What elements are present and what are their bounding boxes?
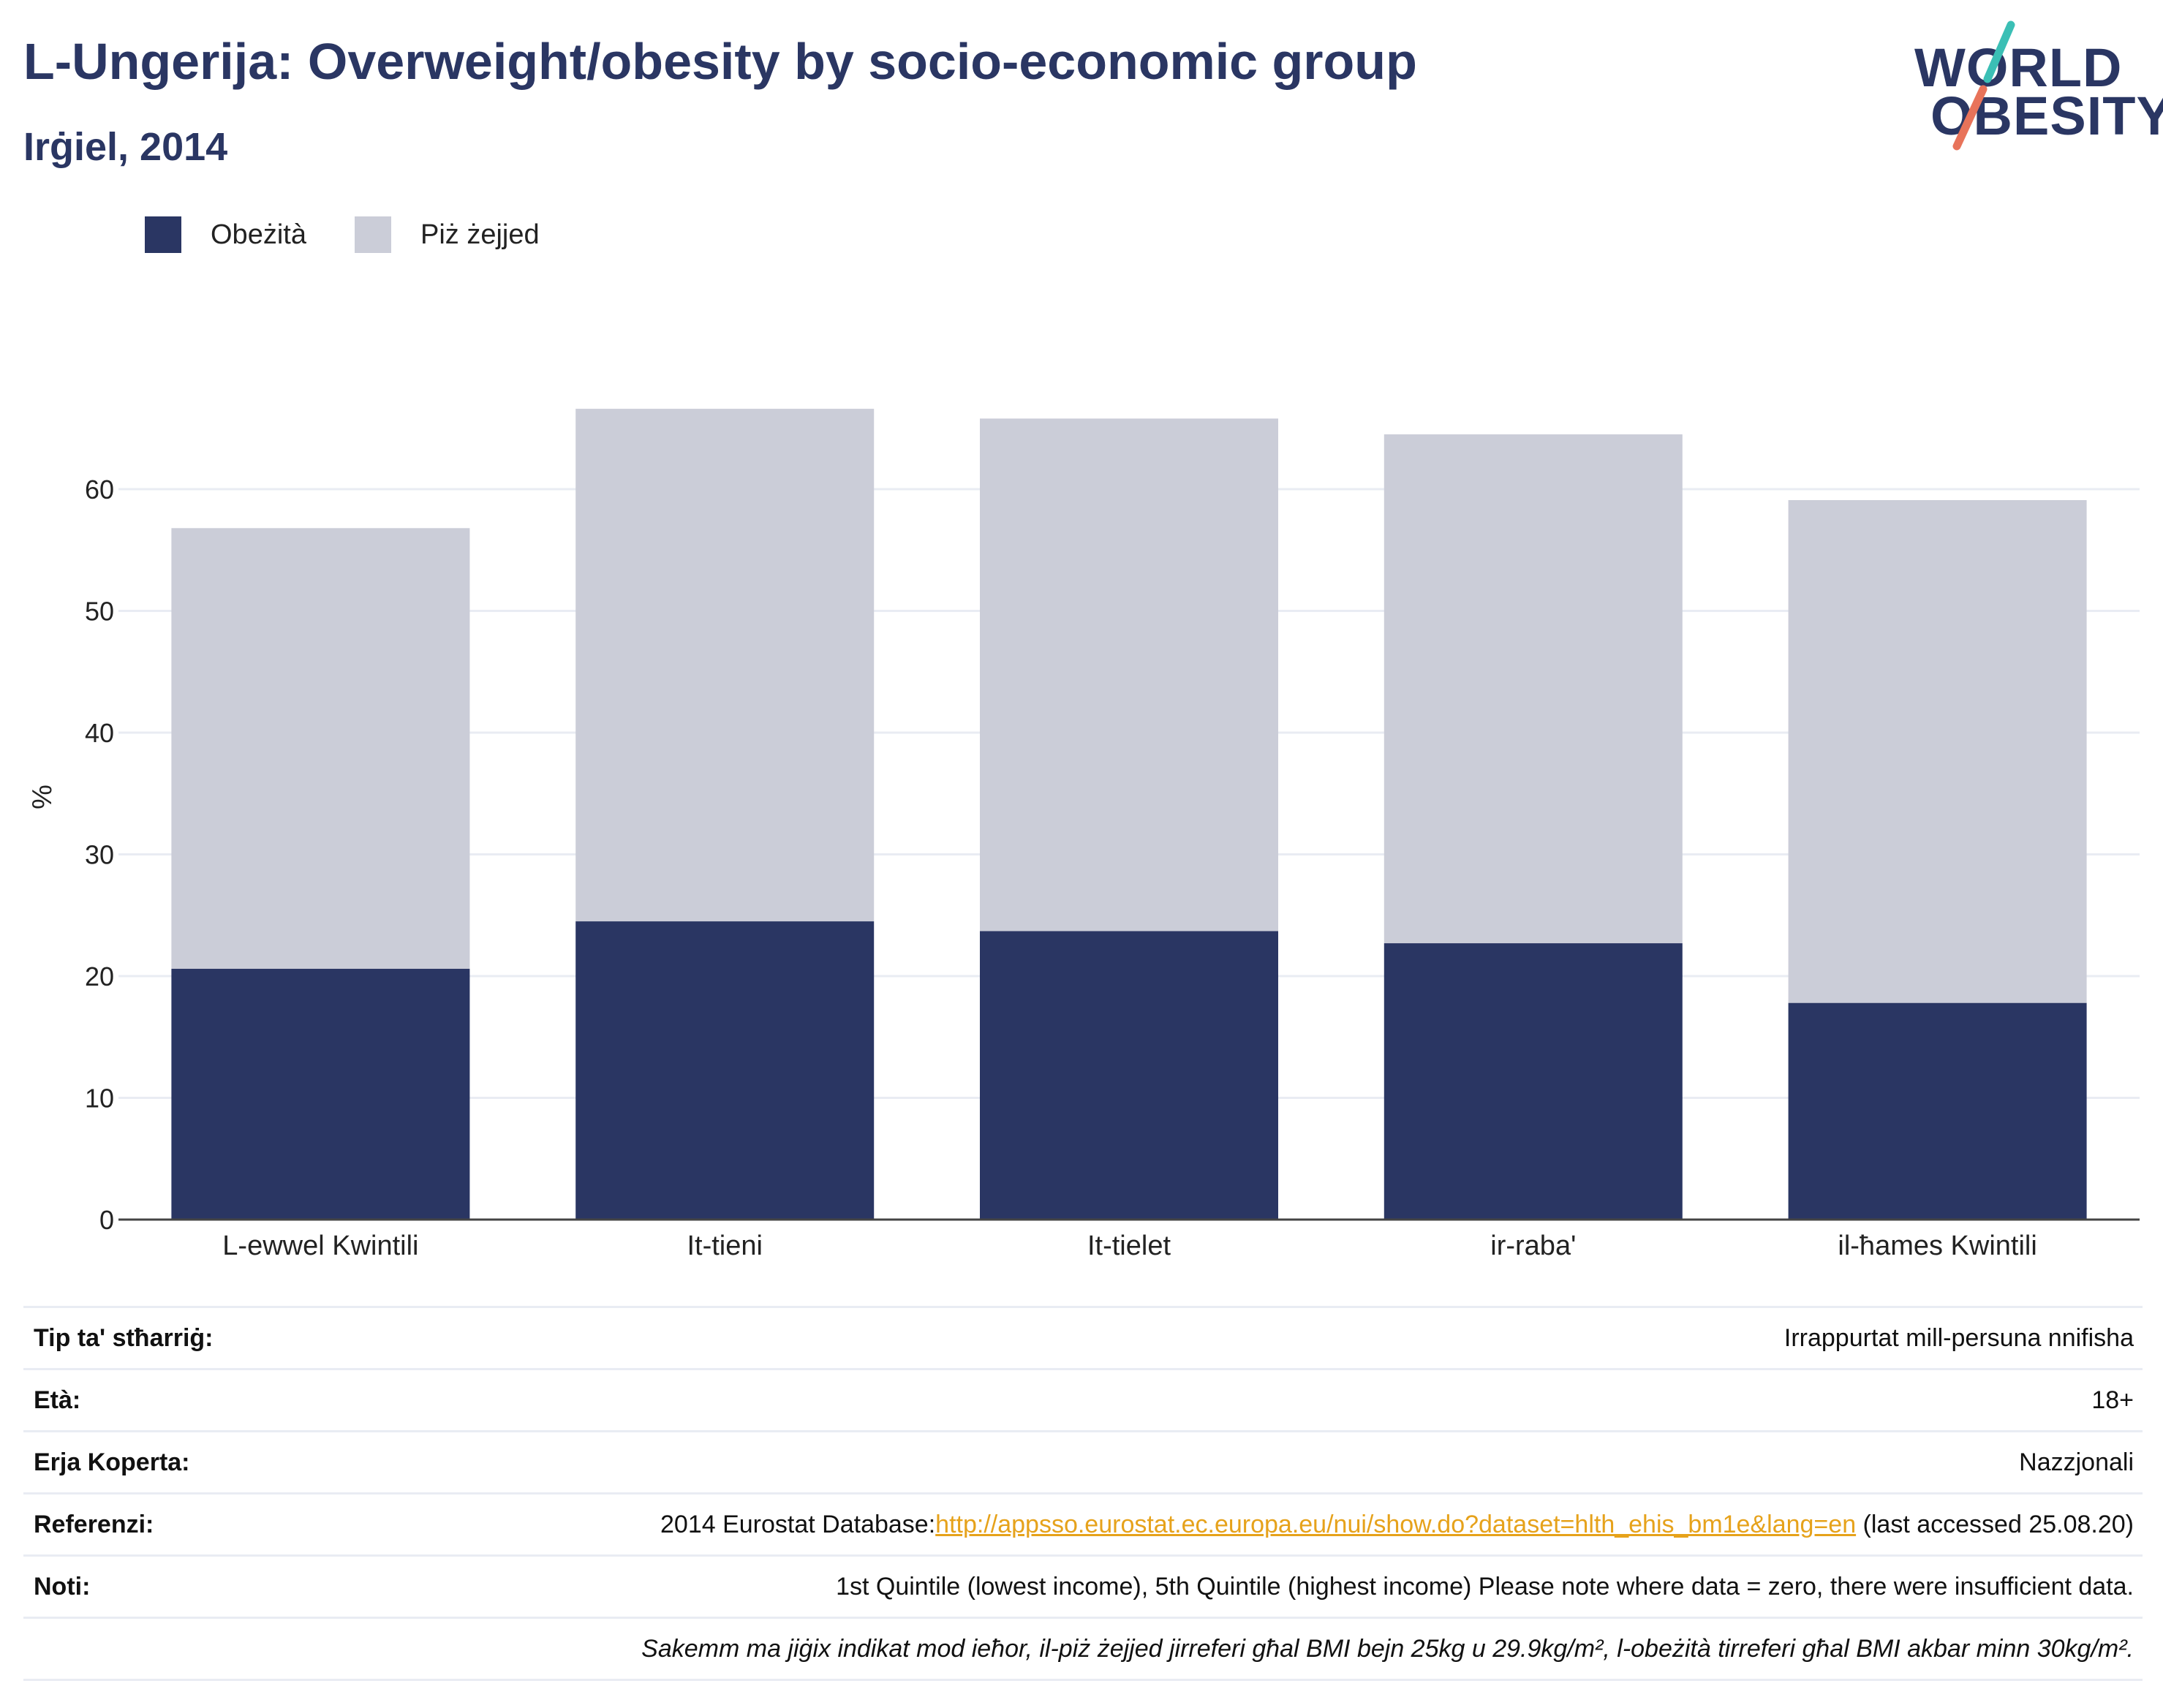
legend-swatch-obesity xyxy=(145,216,181,253)
stacked-bar-chart: 0 10 20 30 40 50 60% L-ewwel Kwintili It-tieni It… xyxy=(27,409,2140,1261)
x-tick-label: L-ewwel Kwintili xyxy=(222,1231,418,1261)
y-tick-label: 60 xyxy=(85,475,114,505)
references-suffix: (last accessed 25.08.20) xyxy=(1856,1510,2134,1538)
meta-row-definition: Sakemm ma jiġix indikat mod ieħor, il-pi… xyxy=(23,1617,2143,1681)
bar-obesity xyxy=(980,931,1278,1220)
meta-row-survey-type: Tip ta' stħarriġ: Irrappurtat mill-persu… xyxy=(23,1306,2143,1368)
chart-legend: Obeżità Piż żejjed xyxy=(145,216,588,253)
meta-row-references: Referenzi: 2014 Eurostat Database:http:/… xyxy=(23,1492,2143,1554)
legend-label-overweight: Piż żejjed xyxy=(420,219,540,250)
meta-value: Irrappurtat mill-persuna nnifisha xyxy=(1783,1323,2134,1352)
y-tick-label: 40 xyxy=(85,718,114,748)
meta-value: 2014 Eurostat Database:http://appsso.eur… xyxy=(660,1511,2143,1539)
legend-swatch-overweight xyxy=(354,216,391,253)
meta-label: Tip ta' stħarriġ: xyxy=(34,1323,214,1352)
meta-row-area: Erja Koperta: Nazzjonali xyxy=(23,1430,2143,1492)
x-tick-label: It-tielet xyxy=(1087,1231,1171,1261)
logo-line-1: WORLD xyxy=(1914,37,2123,98)
y-tick-label: 50 xyxy=(85,597,114,627)
meta-label: Età: xyxy=(34,1386,81,1414)
x-tick-label: It-tieni xyxy=(687,1231,762,1261)
metadata-table: Tip ta' stħarriġ: Irrappurtat mill-persu… xyxy=(23,1306,2143,1681)
bar-obesity xyxy=(1788,1002,2087,1220)
meta-label: Erja Koperta: xyxy=(34,1448,190,1476)
bar-obesity xyxy=(171,969,470,1220)
meta-row-notes: Noti: 1st Quintile (lowest income), 5th … xyxy=(23,1554,2143,1617)
references-prefix: 2014 Eurostat Database: xyxy=(660,1510,936,1538)
bar-overweight xyxy=(575,409,875,922)
meta-row-age: Età: 18+ xyxy=(23,1368,2143,1430)
bar-overweight xyxy=(980,418,1278,932)
legend-label-obesity: Obeżità xyxy=(211,219,306,250)
y-tick-label: 20 xyxy=(85,961,114,991)
y-tick-label: 30 xyxy=(85,840,114,870)
x-tick-label: il-ħames Kwintili xyxy=(1838,1231,2036,1261)
legend-item-obesity[interactable]: Obeżità xyxy=(145,216,306,253)
definition-note: Sakemm ma jiġix indikat mod ieħor, il-pi… xyxy=(641,1634,2134,1663)
meta-value: 1st Quintile (lowest income), 5th Quinti… xyxy=(836,1572,2134,1601)
chart-subtitle: Irġiel, 2014 xyxy=(23,125,228,169)
y-axis-label: % xyxy=(27,785,58,809)
bar-overweight xyxy=(1788,499,2087,1003)
bar-overweight xyxy=(171,528,470,970)
bar-overweight xyxy=(1384,434,1683,944)
meta-label: Referenzi: xyxy=(34,1510,154,1538)
x-tick-label: ir-raba' xyxy=(1490,1231,1576,1261)
y-tick-label: 10 xyxy=(85,1084,114,1114)
chart-title: L-Ungerija: Overweight/obesity by socio-… xyxy=(23,33,1417,90)
bar-obesity xyxy=(575,921,875,1220)
meta-label: Noti: xyxy=(34,1572,91,1601)
logo-slash-icon xyxy=(1952,20,2015,151)
legend-item-overweight[interactable]: Piż żejjed xyxy=(354,216,540,253)
world-obesity-logo: WORLD OBESITY xyxy=(1901,20,2163,159)
references-link[interactable]: http://appsso.eurostat.ec.europa.eu/nui/… xyxy=(935,1510,1857,1538)
bar-obesity xyxy=(1384,943,1683,1220)
meta-value: 18+ xyxy=(2091,1386,2134,1414)
y-tick-label: 0 xyxy=(99,1205,114,1235)
meta-value: Nazzjonali xyxy=(2019,1448,2134,1476)
